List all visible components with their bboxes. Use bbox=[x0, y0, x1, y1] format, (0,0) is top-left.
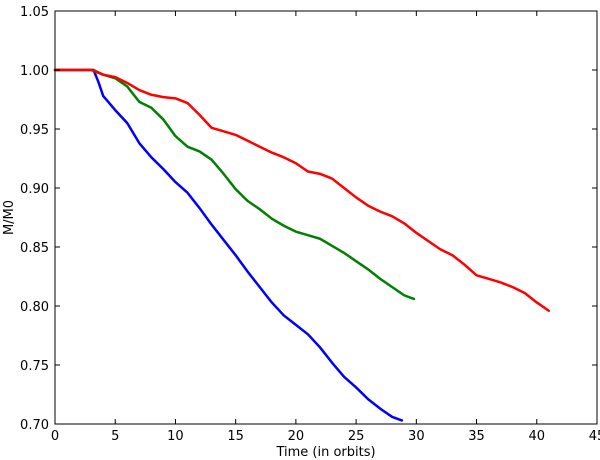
y-axis-label: M/M0 bbox=[2, 200, 17, 235]
y-tick-label: 0.85 bbox=[20, 241, 49, 256]
x-tick-label: 20 bbox=[288, 429, 305, 444]
y-tick-label: 0.90 bbox=[20, 182, 49, 197]
y-tick-label: 1.00 bbox=[20, 64, 49, 79]
x-tick-label: 30 bbox=[408, 429, 425, 444]
y-tick-label: 1.05 bbox=[20, 5, 49, 20]
y-tick-label: 0.75 bbox=[20, 359, 49, 374]
x-tick-label: 0 bbox=[51, 429, 59, 444]
x-tick-label: 5 bbox=[111, 429, 119, 444]
x-axis-label: Time (in orbits) bbox=[275, 445, 375, 460]
x-tick-label: 35 bbox=[468, 429, 485, 444]
x-tick-label: 15 bbox=[227, 429, 244, 444]
x-tick-label: 40 bbox=[529, 429, 546, 444]
x-tick-label: 10 bbox=[167, 429, 184, 444]
x-tick-label: 45 bbox=[589, 429, 600, 444]
series-line-1 bbox=[53, 68, 404, 422]
series-line-3 bbox=[53, 68, 551, 312]
y-tick-label: 0.80 bbox=[20, 300, 49, 315]
series-layer bbox=[53, 68, 551, 422]
axis-ticks: 0 5 10 15 20 25 30 35 40 45 0.70 0.75 0.80 0.85 0.90 0.… bbox=[20, 5, 600, 444]
plot-frame bbox=[54, 10, 598, 425]
y-tick-label: 0.70 bbox=[20, 418, 49, 433]
y-tick-label: 0.95 bbox=[20, 123, 49, 138]
series-line-2 bbox=[53, 68, 416, 301]
x-tick-label: 25 bbox=[348, 429, 365, 444]
